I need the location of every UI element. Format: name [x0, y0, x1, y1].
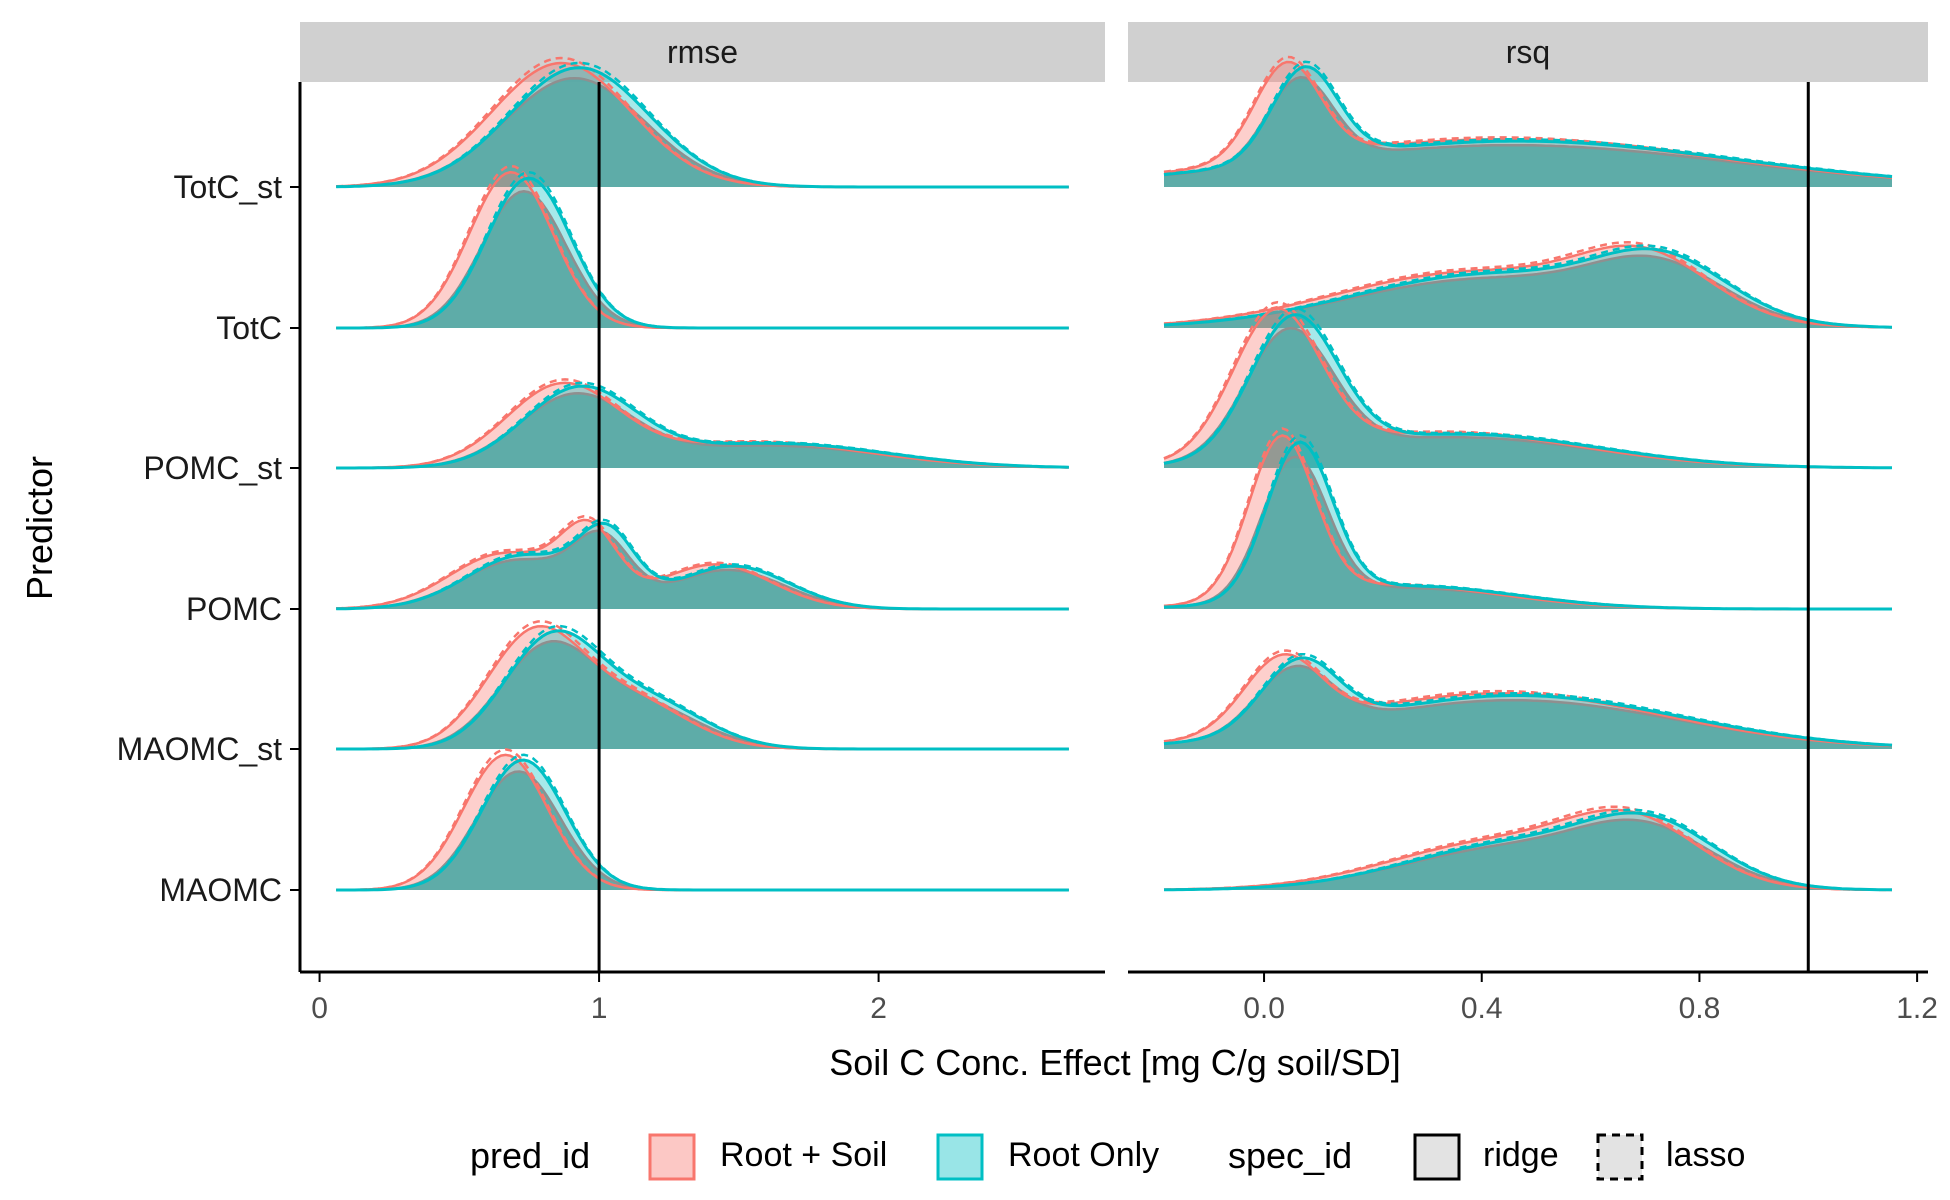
legend-key-ridge: [1413, 1133, 1461, 1181]
ridge-line-root-only-ridge: [336, 66, 1069, 189]
legend-key-lasso: [1596, 1133, 1644, 1181]
panel-rsq: rsq 0.0 0.4 0.8 1.2: [1128, 22, 1938, 1025]
legend-label-ridge: ridge: [1483, 1136, 1559, 1174]
x-tick-label-rsq-3: 1.2: [1896, 992, 1938, 1025]
legend-key-root-only: [936, 1133, 984, 1181]
x-tick-label-rmse-1: 1: [591, 992, 608, 1025]
ridge-line-root-only-lasso: [1163, 652, 1893, 747]
ridge-line-root-only-ridge: [1163, 656, 1893, 747]
ridge-fill-overlap: [336, 393, 1069, 468]
legend: pred_id Root + Soil Root Only spec_id ri…: [470, 1133, 1745, 1181]
x-tick-label-rmse-0: 0: [311, 992, 328, 1025]
ridge-rmse-POMC: [336, 515, 1069, 611]
ridge-line-root-only-ridge: [336, 629, 1069, 751]
panel-strip-rsq: [1128, 22, 1928, 82]
legend-key-root-soil: [648, 1133, 696, 1181]
panel-rmse: rmse 0 1 2 TotC_st TotC POMC_st POMC MAOMC_st MAO…: [117, 22, 1105, 1025]
ridge-line-root-soil-lasso: [1163, 55, 1893, 179]
ridge-rsq-POMC_st: [1163, 300, 1893, 470]
ridge-rsq-POMC: [1163, 427, 1892, 611]
x-axis-title: Soil C Conc. Effect [mg C/g soil/SD]: [829, 1042, 1401, 1083]
x-tick-label-rsq-2: 0.8: [1679, 992, 1721, 1025]
y-tick-label-MAOMC_st: MAOMC_st: [117, 731, 282, 767]
legend-title-spec-id: spec_id: [1228, 1135, 1352, 1176]
ridge-line-root-soil-ridge: [1163, 808, 1892, 892]
ridge-line-root-soil-ridge: [1163, 244, 1893, 329]
ridge-fill-overlap: [336, 641, 1069, 749]
ridge-rsq-MAOMC_st: [1163, 649, 1893, 749]
ridge-fill-overlap: [336, 191, 1069, 328]
y-tick-label-TotC: TotC: [216, 310, 282, 346]
panel-strip-label-rmse: rmse: [667, 34, 738, 70]
ridge-fill-overlap: [1164, 255, 1892, 328]
ridge-fill-overlap: [336, 771, 1069, 890]
ridge-line-root-only-ridge: [1163, 313, 1893, 470]
ridge-line-root-only-ridge: [336, 384, 1069, 470]
ridge-rsq-TotC_st: [1163, 55, 1893, 187]
ridge-fill-overlap: [1164, 819, 1892, 890]
panel-strip-label-rsq: rsq: [1506, 34, 1550, 70]
ridge-line-root-only-ridge: [336, 521, 1069, 611]
x-tick-label-rmse-2: 2: [870, 992, 887, 1025]
y-tick-label-TotC_st: TotC_st: [174, 169, 283, 205]
legend-title-pred-id: pred_id: [470, 1135, 590, 1176]
legend-label-root-soil: Root + Soil: [720, 1136, 887, 1174]
ridge-line-root-only-ridge: [336, 758, 1069, 892]
ridge-fill-overlap: [1164, 456, 1892, 609]
ridge-rmse-MAOMC_st: [336, 620, 1069, 751]
ridge-line-grey: [1163, 75, 1893, 180]
ridge-line-root-only-ridge: [1163, 811, 1892, 892]
ridge-fill-overlap: [336, 78, 1069, 187]
ridge-rmse-POMC_st: [336, 378, 1069, 470]
ridge-rsq-TotC: [1163, 241, 1893, 329]
ridge-rsq-MAOMC: [1163, 805, 1893, 892]
ridge-line-root-only-ridge: [336, 176, 1069, 330]
y-tick-label-POMC: POMC: [186, 591, 282, 627]
x-tick-label-rsq-1: 0.4: [1461, 992, 1503, 1025]
x-tick-label-rsq-0: 0.0: [1243, 992, 1285, 1025]
y-axis-title: Predictor: [19, 456, 60, 600]
ridge-line-root-only-ridge: [1163, 65, 1893, 179]
ridge-fill-overlap: [1164, 665, 1892, 749]
legend-label-lasso: lasso: [1666, 1136, 1745, 1174]
ridge-rmse-TotC_st: [336, 56, 1069, 189]
ridge-rmse-MAOMC: [336, 748, 1069, 892]
y-tick-label-POMC_st: POMC_st: [143, 450, 282, 486]
ridge-fill-overlap: [336, 530, 1069, 609]
legend-label-root-only: Root Only: [1008, 1136, 1159, 1174]
ridge-rmse-TotC: [336, 164, 1069, 330]
ridge-fill-overlap: [1164, 328, 1892, 468]
panel-strip-rmse: [300, 22, 1105, 82]
y-tick-label-MAOMC: MAOMC: [159, 872, 282, 908]
panels-group: rmse 0 1 2 TotC_st TotC POMC_st POMC MAOMC_st MAO…: [117, 22, 1938, 1025]
ridge-line-root-only-ridge: [1163, 440, 1892, 611]
